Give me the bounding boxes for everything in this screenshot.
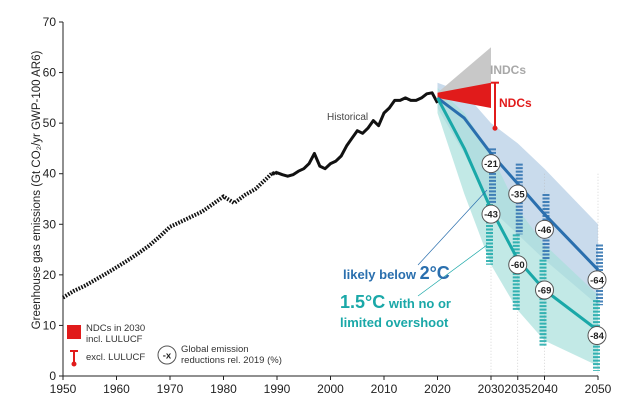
one5-median-line [436,97,599,332]
y-tick-label: 60 [43,66,57,80]
x-tick-label: 2010 [371,382,398,396]
below2-pointer-line [417,189,488,266]
y-tick-label: 30 [43,217,57,231]
y-tick-label: 20 [43,268,57,282]
one5-pointer-line [417,244,488,297]
reduction-badge-label: -43 [484,210,498,221]
reduction-badge [587,326,607,346]
reduction-badge [587,270,607,290]
x-tick-label: 2030 [478,382,505,396]
reduction-badge [508,184,528,204]
legend: NDCs in 2030 incl. LULUCF excl. LULUCF -… [67,323,282,367]
x-tick-label: 1980 [210,382,237,396]
reduction-badge [535,219,554,239]
reduction-badge-label: -21 [484,159,498,170]
reduction-badge-label: -35 [511,189,525,200]
reduction-badge-label: -46 [538,225,552,236]
legend-badge-example [157,345,177,365]
reduction-badge-label: -60 [511,260,525,271]
indcs-label: INDCs [490,63,526,77]
x-tick-label: 2035 [504,382,531,396]
y-tick-label: 40 [43,167,57,181]
ndcs-excl-range-dot [492,125,498,131]
one5-label-line2: limited overshoot [340,315,449,330]
historical-line-solid [271,91,439,178]
legend-ndcs-incl-swatch [67,325,81,339]
y-tick-label: 70 [43,15,57,29]
reduction-badge [535,280,554,300]
x-tick-label: 2020 [424,382,451,396]
legend-ndcs-incl-line1: NDCs in 2030 [86,323,145,334]
x-tick-label: 2050 [585,382,612,396]
below2-label: likely below 2°C [343,263,450,283]
reduction-badge [481,154,501,174]
ndcs-label: NDCs [499,96,532,110]
legend-ndcs-excl-marker [70,350,78,367]
y-tick-label: 50 [43,116,57,130]
below2-median-line [436,96,600,271]
legend-ndcs-incl-line2: incl. LULUCF [86,334,143,345]
x-tick-label: 1990 [264,382,291,396]
reduction-badge [508,255,528,275]
y-tick-label: 10 [43,318,57,332]
x-tick-label: 2040 [531,382,558,396]
x-tick-label: 1970 [157,382,184,396]
reduction-badge-label: -69 [538,286,552,297]
historical-label: Historical [327,112,368,123]
ndcs-wedge [437,82,491,108]
x-tick-label: 2000 [317,382,344,396]
reduction-badge-label: -64 [590,275,604,286]
x-tick-label: 1950 [50,382,77,396]
legend-ndcs-excl-label: excl. LULUCF [86,352,145,363]
legend-badge-line2: reductions rel. 2019 (%) [181,355,282,366]
y-axis-label: Greenhouse gas emissions (Gt CO₂/yr GWP-… [31,51,43,330]
y-tick-label: 0 [49,369,56,383]
one5-label: 1.5°C with no or [340,292,451,312]
reduction-badge-label: -84 [590,331,604,342]
reduction-badge [481,204,501,224]
legend-badge-example-text: -x [163,351,172,362]
x-tick-label: 1960 [103,382,130,396]
historical-line-dotted [61,170,278,300]
reduction-badges: -21 -35 -46 -64 -43 -60 -69 -84 [481,154,607,346]
series-lines [61,81,600,332]
legend-badge-line1: Global emission [181,344,249,355]
